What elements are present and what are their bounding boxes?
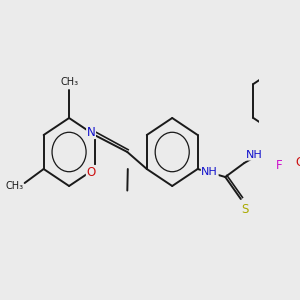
Text: NH: NH — [246, 150, 263, 160]
Text: O: O — [295, 155, 300, 169]
Text: N: N — [87, 125, 95, 139]
Text: NH: NH — [201, 167, 218, 177]
Text: CH₃: CH₃ — [60, 77, 78, 87]
Text: F: F — [275, 158, 282, 172]
Text: O: O — [86, 166, 96, 178]
Text: S: S — [242, 202, 249, 215]
Text: CH₃: CH₃ — [5, 181, 23, 191]
